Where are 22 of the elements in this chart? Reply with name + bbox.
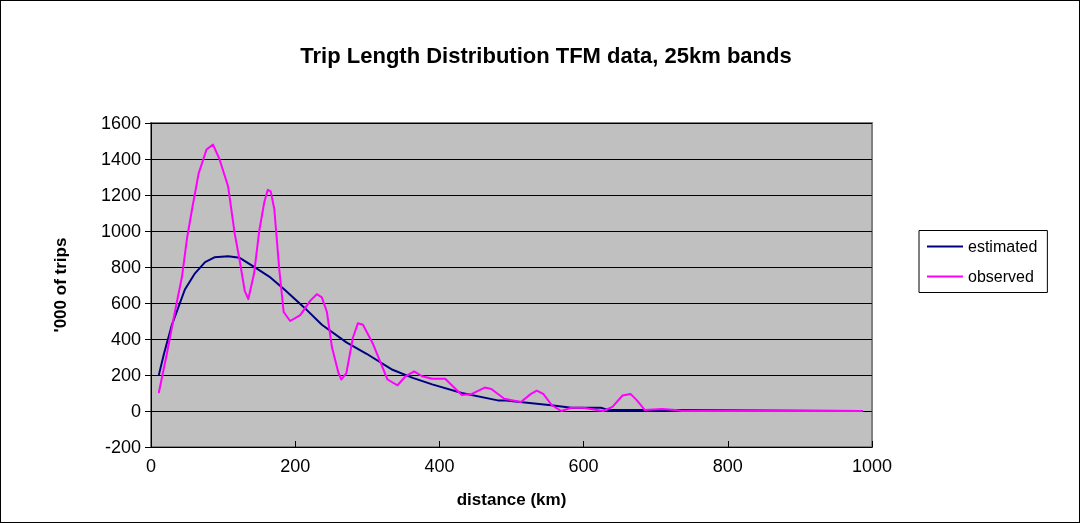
legend-label: estimated [968, 238, 1038, 255]
x-tick-label: 600 [568, 456, 599, 476]
y-tick-label: 1600 [100, 113, 141, 133]
x-tick-label: 400 [424, 456, 455, 476]
legend-label: observed [968, 268, 1034, 285]
y-tick-label: 800 [110, 257, 141, 277]
y-tick-label: 400 [110, 329, 141, 349]
x-axis-title: distance (km) [456, 490, 567, 509]
chart-title: Trip Length Distribution TFM data, 25km bands [300, 42, 792, 68]
y-tick-label: 0 [130, 401, 141, 421]
x-tick-label: 800 [712, 456, 743, 476]
line-series [157, 143, 863, 412]
y-tick-label: 1200 [100, 185, 141, 205]
y-tick-label: 1400 [100, 149, 141, 169]
x-tick-label: 1000 [851, 456, 893, 476]
x-tick-label: 0 [145, 456, 157, 476]
y-tick-label: 200 [110, 365, 141, 385]
x-tick-label: 200 [280, 456, 311, 476]
y-tick-label: 1000 [100, 221, 141, 241]
y-tick-label: 600 [110, 293, 141, 313]
y-tick-label: -200 [104, 437, 141, 457]
y-axis-title: '000 of trips [51, 237, 70, 333]
